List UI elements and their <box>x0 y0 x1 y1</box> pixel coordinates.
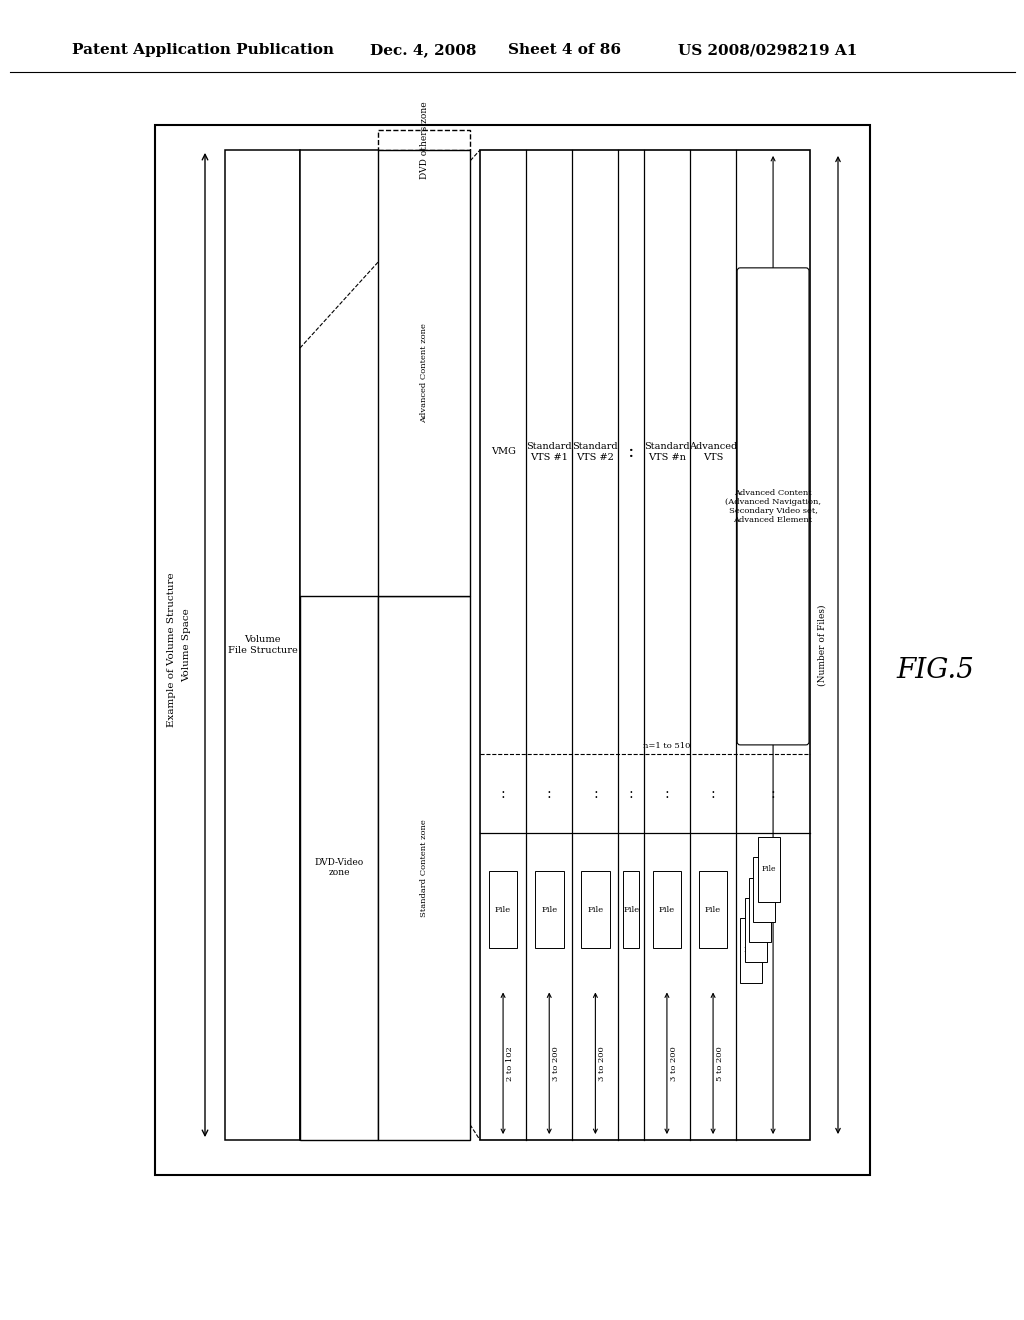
Text: File: File <box>762 866 776 874</box>
Text: :: : <box>665 787 670 800</box>
Text: Example of Volume Structure: Example of Volume Structure <box>167 573 175 727</box>
Text: Volume
File Structure: Volume File Structure <box>227 635 297 655</box>
Text: Patent Application Publication: Patent Application Publication <box>72 44 334 57</box>
Bar <box>652 871 681 948</box>
Text: Volume Space: Volume Space <box>182 609 191 682</box>
FancyBboxPatch shape <box>737 268 809 744</box>
Bar <box>758 837 780 902</box>
Text: 3 to 200: 3 to 200 <box>670 1045 678 1081</box>
Bar <box>581 871 609 948</box>
Text: Advanced Content zone: Advanced Content zone <box>420 323 428 422</box>
Text: 5 to 200: 5 to 200 <box>716 1045 724 1081</box>
Text: :: : <box>629 787 634 800</box>
Bar <box>300 595 378 1140</box>
Bar <box>624 871 639 948</box>
Bar <box>488 871 517 948</box>
Bar <box>740 919 762 982</box>
Bar <box>698 871 727 948</box>
Text: VMG: VMG <box>490 447 515 457</box>
Text: Advanced
VTS: Advanced VTS <box>689 442 737 462</box>
Bar <box>378 150 470 595</box>
Bar <box>480 150 810 1140</box>
Text: File: File <box>658 906 675 913</box>
Text: Standard
VTS #1: Standard VTS #1 <box>526 442 572 462</box>
Text: :: : <box>711 787 716 800</box>
Text: :: : <box>593 787 598 800</box>
Bar <box>378 129 470 150</box>
Text: File: File <box>753 906 767 913</box>
Text: DVD-Video
zone: DVD-Video zone <box>314 858 364 878</box>
Text: Standard
VTS #2: Standard VTS #2 <box>572 442 618 462</box>
Text: :: : <box>628 444 635 461</box>
Text: n=1 to 510: n=1 to 510 <box>643 742 690 750</box>
Bar <box>378 595 470 1140</box>
Text: :: : <box>501 787 506 800</box>
Bar <box>300 150 470 1140</box>
Bar <box>225 150 300 1140</box>
Text: Standard
VTS #n: Standard VTS #n <box>644 442 690 462</box>
Text: Advanced Content
(Advanced Navigation,
Secondary Video set,
Advanced Element: Advanced Content (Advanced Navigation, S… <box>725 488 821 524</box>
Text: File: File <box>757 886 772 894</box>
Text: File: File <box>749 927 763 935</box>
Bar <box>535 871 563 948</box>
Bar <box>749 878 771 942</box>
Text: 2 to 102: 2 to 102 <box>506 1045 514 1081</box>
Text: File: File <box>744 946 759 954</box>
Bar <box>155 125 870 1175</box>
Text: :: : <box>547 787 552 800</box>
Bar <box>744 898 767 962</box>
Bar <box>754 858 775 921</box>
Text: File: File <box>623 906 639 913</box>
Text: Dec. 4, 2008: Dec. 4, 2008 <box>370 44 476 57</box>
Text: 3 to 200: 3 to 200 <box>598 1045 606 1081</box>
Text: 3 to 200: 3 to 200 <box>552 1045 560 1081</box>
Text: File: File <box>588 906 603 913</box>
Text: 1 to 512×2047: 1 to 512×2047 <box>777 614 785 677</box>
Text: HD DVD-Video zone: HD DVD-Video zone <box>381 595 389 694</box>
Text: Standard Content zone: Standard Content zone <box>420 818 428 916</box>
Text: (Number of Files): (Number of Files) <box>818 605 827 686</box>
Text: :: : <box>771 787 775 800</box>
Text: FIG.5: FIG.5 <box>896 656 974 684</box>
Text: File: File <box>541 906 557 913</box>
Text: Sheet 4 of 86: Sheet 4 of 86 <box>508 44 621 57</box>
Text: DVD others zone: DVD others zone <box>420 102 429 178</box>
Text: File: File <box>495 906 511 913</box>
Text: US 2008/0298219 A1: US 2008/0298219 A1 <box>678 44 857 57</box>
Text: File: File <box>705 906 721 913</box>
